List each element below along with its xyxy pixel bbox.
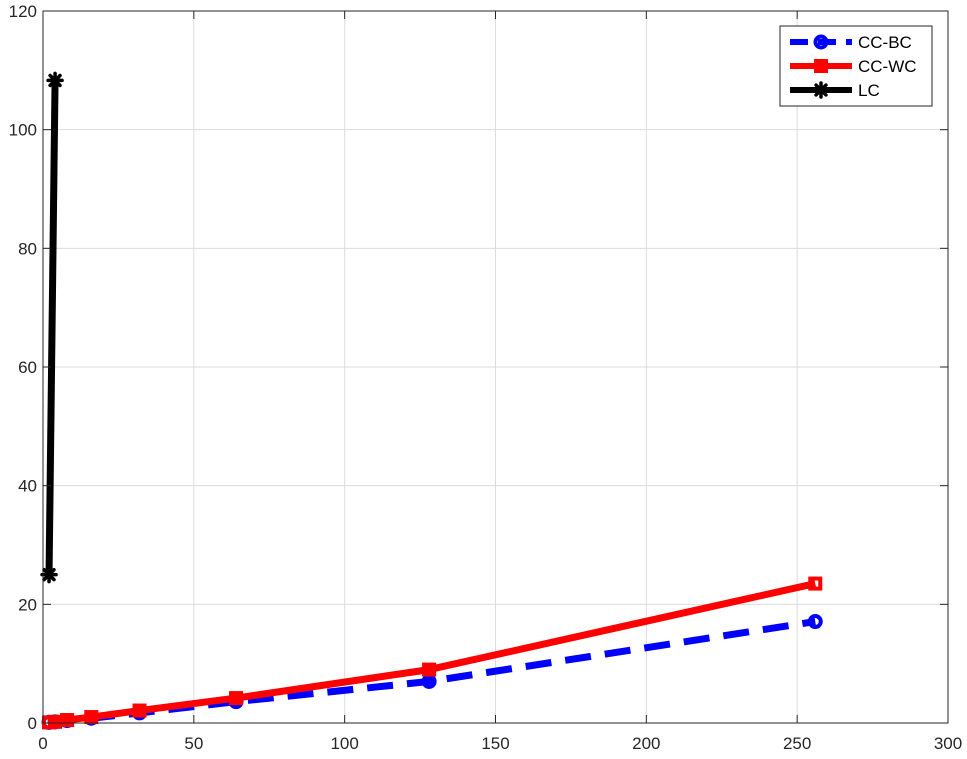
point-cc-wc-marker — [422, 662, 437, 677]
series-cc-wc — [42, 576, 823, 730]
y-tick-label: 60 — [18, 358, 37, 377]
legend-lc-marker-spoke — [814, 83, 828, 97]
series-line-lc — [45, 80, 59, 575]
point-cc-wc-marker — [60, 713, 75, 728]
point-cc-wc-marker-box — [132, 703, 147, 718]
series-lc — [40, 71, 64, 584]
point-lc-marker-spoke — [48, 73, 62, 88]
point-cc-wc-marker-box — [84, 710, 99, 725]
point-lc-marker-spoke — [42, 567, 56, 582]
point-cc-wc-marker — [84, 710, 99, 725]
point-lc-marker — [40, 565, 58, 584]
x-tick-label: 200 — [632, 734, 660, 753]
point-cc-wc-marker-box — [229, 691, 244, 706]
point-cc-wc-marker — [48, 714, 63, 729]
point-cc-wc-marker-box — [48, 714, 63, 729]
legend-label-cc-wc: CC-WC — [858, 57, 917, 76]
point-cc-wc-marker-box — [60, 713, 75, 728]
legend-entry-cc-bc: CC-BC — [790, 33, 912, 52]
point-cc-wc-marker-box — [808, 576, 823, 591]
x-tick-label: 0 — [38, 734, 47, 753]
series-line-cc-wc — [48, 580, 817, 726]
x-tick-label: 150 — [481, 734, 509, 753]
legend-label-cc-bc: CC-BC — [858, 33, 912, 52]
legend-cc-bc-marker-ring — [813, 34, 829, 50]
point-cc-bc-marker — [807, 614, 823, 630]
x-tick-label: 100 — [330, 734, 358, 753]
legend-cc-bc-marker — [813, 34, 829, 50]
x-tick-label: 300 — [934, 734, 962, 753]
y-tick-label: 20 — [18, 595, 37, 614]
y-tick-label: 0 — [28, 714, 37, 733]
y-tick-label: 40 — [18, 477, 37, 496]
grid — [43, 11, 948, 723]
legend-lc-marker — [812, 81, 830, 99]
legend: CC-BC CC-WC LC — [779, 25, 933, 107]
point-cc-wc-marker — [229, 691, 244, 706]
point-cc-wc-marker — [808, 576, 823, 591]
point-cc-bc-marker-ring — [807, 614, 823, 630]
legend-label-lc: LC — [858, 81, 880, 100]
x-tick-label: 50 — [184, 734, 203, 753]
legend-entry-lc: LC — [790, 81, 880, 100]
point-lc-marker — [46, 71, 64, 90]
y-tick-label: 100 — [9, 121, 37, 140]
point-cc-wc-marker — [132, 703, 147, 718]
point-cc-wc-marker-box — [422, 662, 437, 677]
legend-entry-cc-wc: CC-WC — [790, 57, 917, 76]
x-tick-label: 250 — [783, 734, 811, 753]
series-layer — [40, 71, 823, 730]
axis-ticks: 0 50 100 150 200 250 300 0 20 40 60 80 100 120 — [9, 2, 963, 753]
legend-cc-wc-marker-box — [814, 59, 828, 73]
y-tick-label: 80 — [18, 239, 37, 258]
legend-cc-wc-marker — [814, 59, 828, 73]
y-tick-label: 120 — [9, 2, 37, 21]
